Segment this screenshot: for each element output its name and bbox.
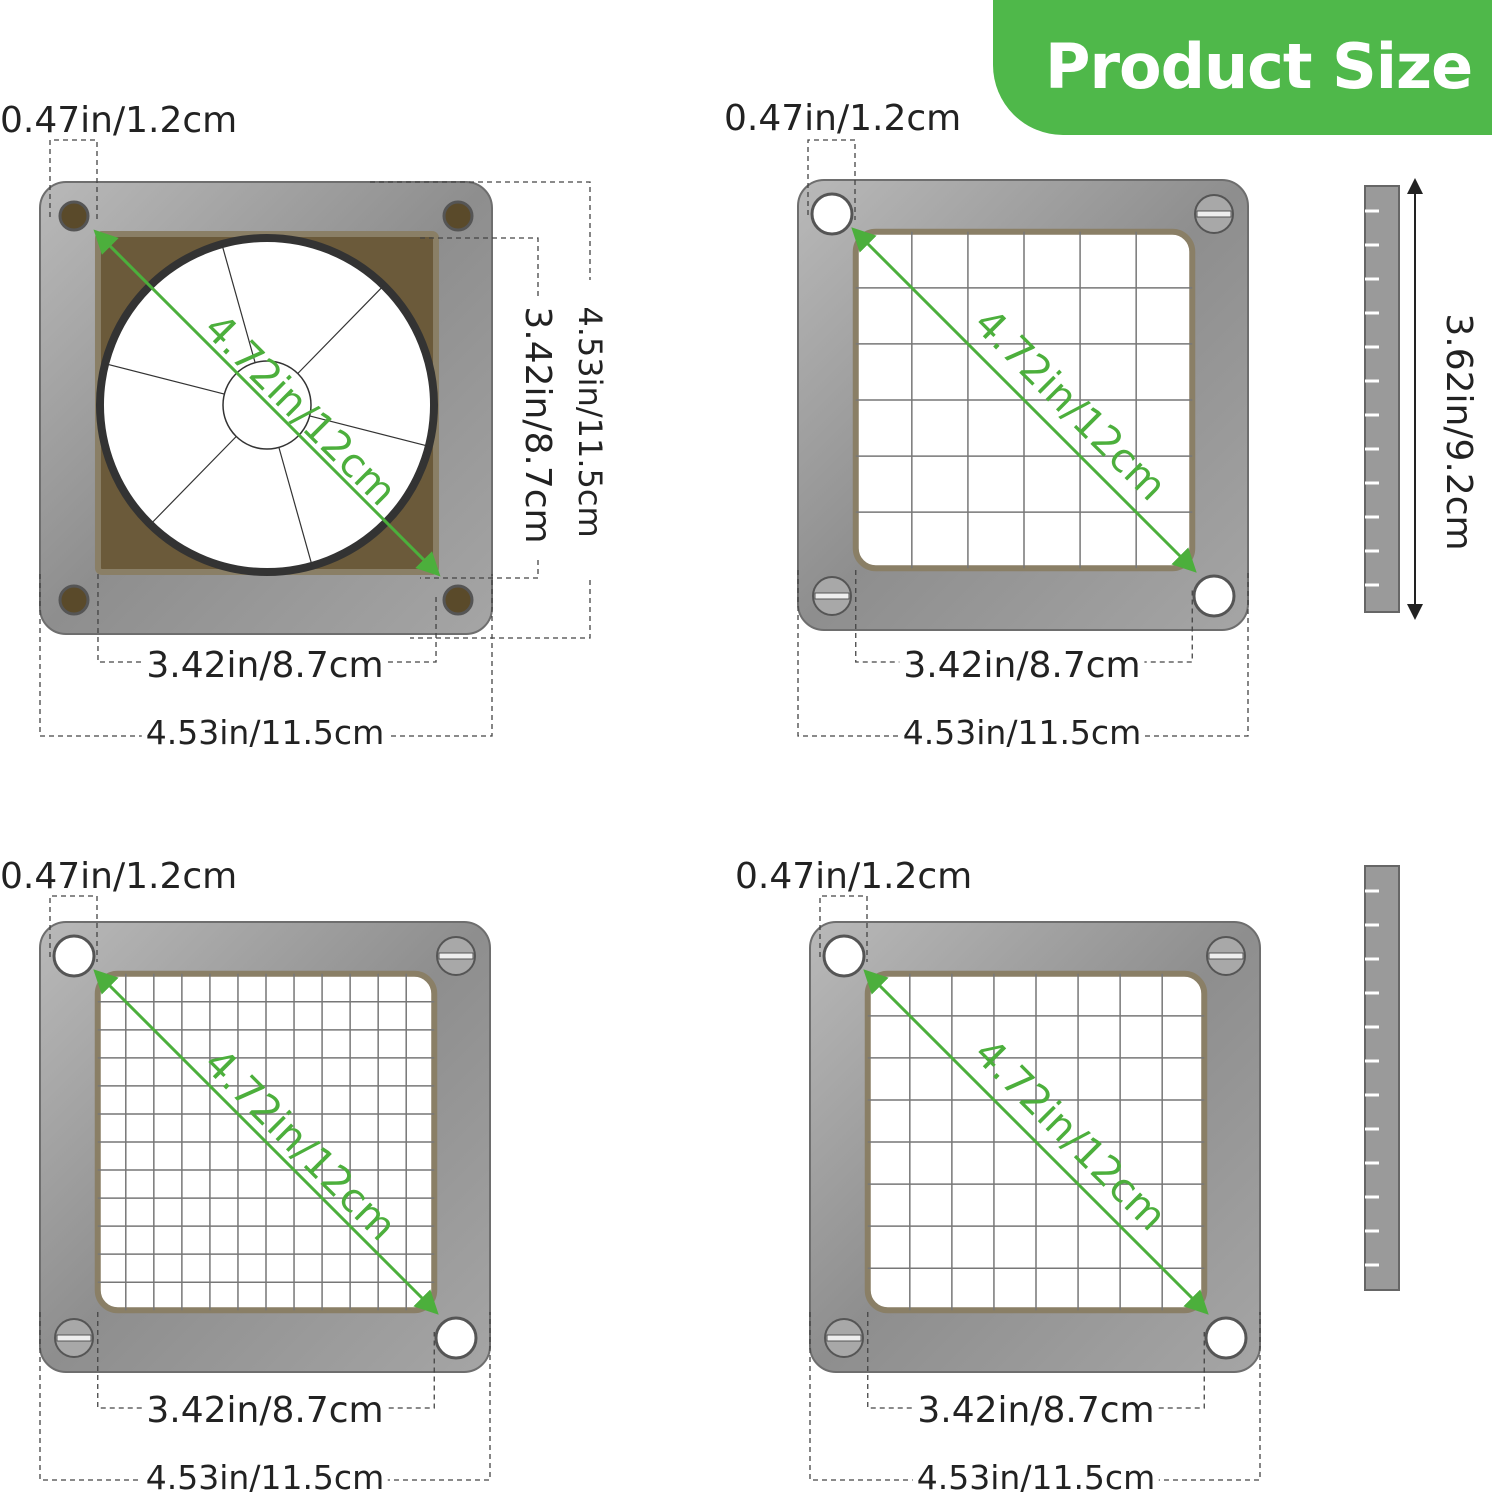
mounting-hole	[822, 934, 866, 978]
screw-slot	[826, 1334, 862, 1342]
title-banner: Product Size	[993, 0, 1492, 135]
outer-height-line	[370, 181, 591, 280]
outer-width-label: 4.53in/11.5cm	[141, 1461, 389, 1494]
diagonal-arrow	[863, 969, 1209, 1315]
diagonal-arrow	[93, 229, 441, 577]
inner-height-label: 3.42in/8.7cm	[517, 302, 558, 548]
hole-size-label: 0.47in/1.2cm	[724, 98, 962, 139]
inner-height-line	[420, 560, 539, 579]
blade-length-label: 3.62in/9.2cm	[1438, 313, 1479, 551]
outer-width-label: 4.53in/11.5cm	[898, 716, 1146, 749]
spare-blade	[1364, 185, 1400, 613]
slicer-plate	[39, 921, 491, 1373]
outer-dimension-line	[39, 1312, 491, 1481]
inner-width-label: 3.42in/8.7cm	[142, 1393, 388, 1429]
hole-size-label: 0.47in/1.2cm	[0, 856, 238, 897]
diagonal-arrow	[851, 227, 1197, 573]
slicer-plate	[809, 921, 1261, 1373]
diagonal-arrow	[93, 969, 439, 1315]
mounting-hole	[1204, 1316, 1248, 1360]
inner-width-label: 3.42in/8.7cm	[913, 1393, 1159, 1429]
slicer-plate	[39, 181, 493, 635]
inner-height-line	[420, 237, 539, 300]
outer-height-label: 4.53in/11.5cm	[571, 302, 609, 542]
mounting-hole	[58, 200, 90, 232]
spare-blade	[1364, 865, 1400, 1291]
mounting-hole	[434, 1316, 478, 1360]
mounting-hole	[52, 934, 96, 978]
hole-size-label: 0.47in/1.2cm	[735, 856, 973, 897]
mounting-hole	[442, 584, 474, 616]
slicer-plate	[797, 179, 1249, 631]
inner-dimension-line	[97, 574, 437, 663]
mounting-hole	[810, 192, 854, 236]
inner-dimension-line	[855, 570, 1193, 663]
screw-slot	[1196, 210, 1232, 218]
screw-slot	[56, 1334, 92, 1342]
screw-slot	[438, 952, 474, 960]
hole-dimension-line	[819, 895, 868, 962]
outer-dimension-line	[809, 1312, 1261, 1481]
mounting-hole	[442, 200, 474, 232]
outer-width-label: 4.53in/11.5cm	[912, 1461, 1160, 1494]
hole-dimension-line	[49, 895, 98, 962]
inner-width-label: 3.42in/8.7cm	[142, 648, 388, 684]
hole-size-label: 0.47in/1.2cm	[0, 100, 238, 141]
mounting-hole	[58, 584, 90, 616]
outer-height-line	[410, 580, 591, 639]
inner-width-label: 3.42in/8.7cm	[899, 648, 1145, 684]
screw-slot	[1208, 952, 1244, 960]
hole-dimension-line	[49, 139, 98, 222]
mounting-hole	[1192, 574, 1236, 618]
banner-title: Product Size	[1045, 30, 1473, 103]
hole-dimension-line	[807, 139, 856, 220]
screw-slot	[814, 592, 850, 600]
outer-width-label: 4.53in/11.5cm	[141, 716, 389, 749]
